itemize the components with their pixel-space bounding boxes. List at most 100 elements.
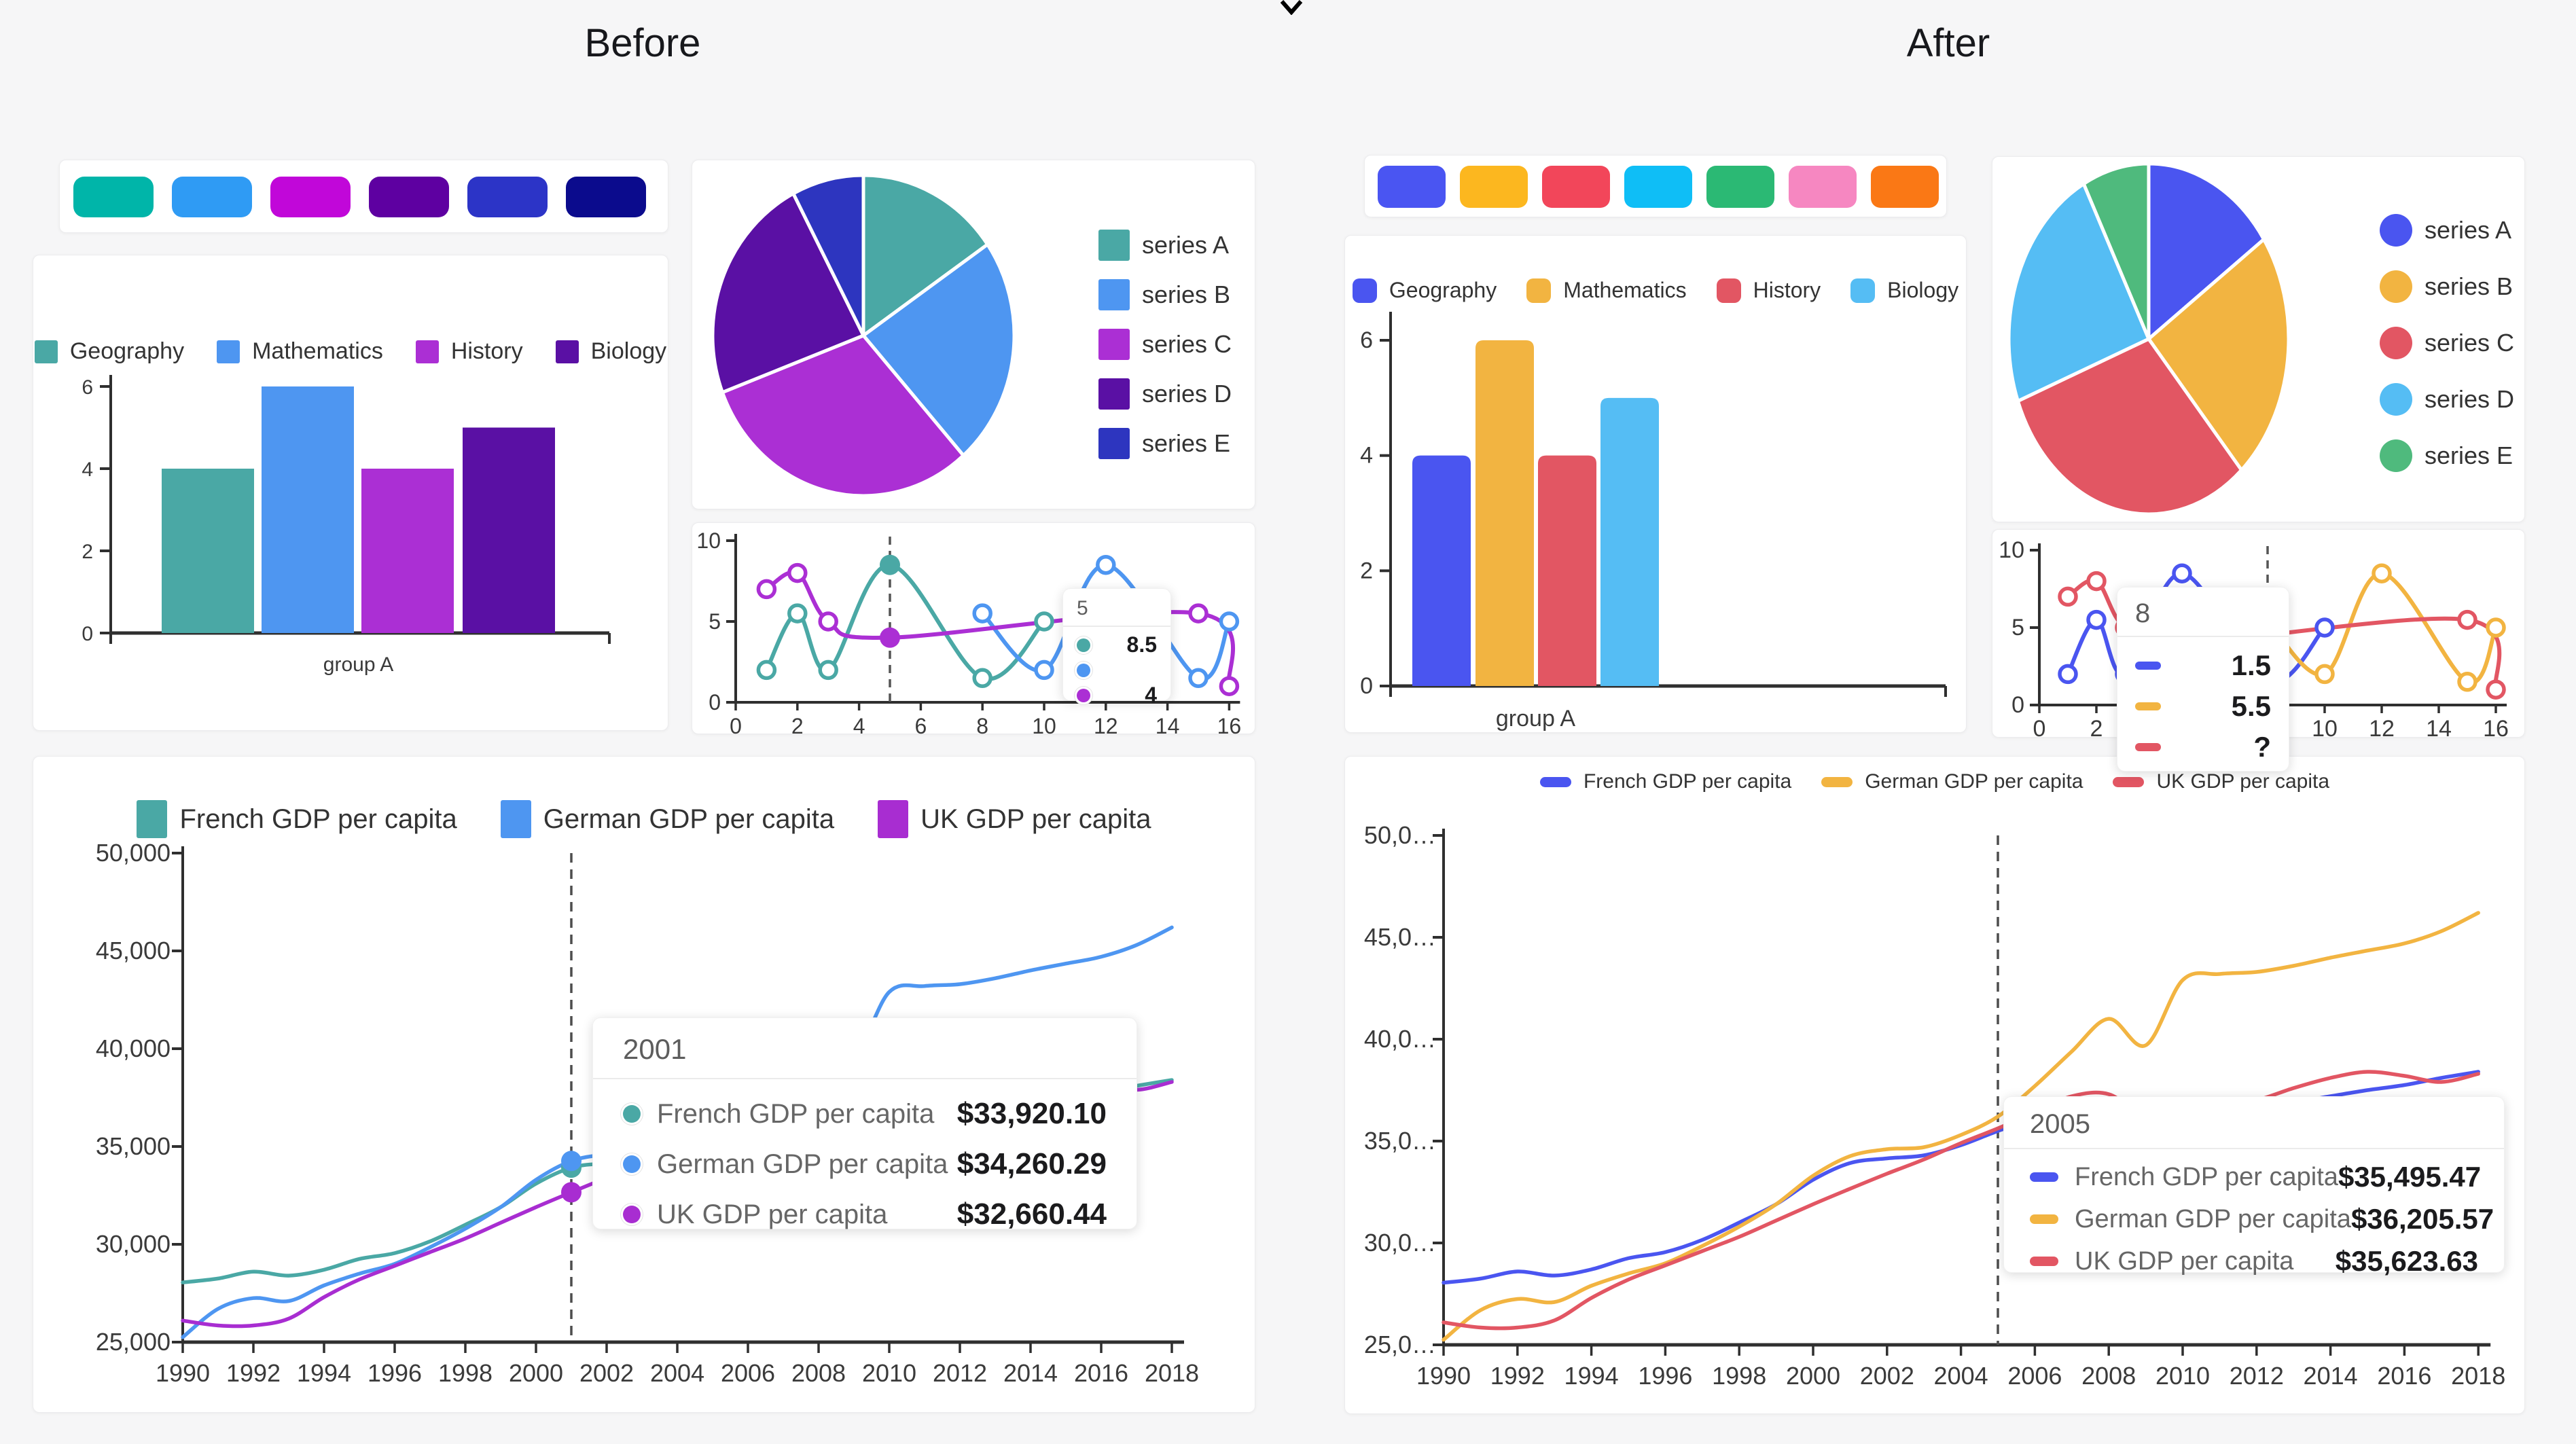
legend-item-uk-gdp-per-capita[interactable]: UK GDP per capita bbox=[2113, 770, 2329, 793]
data-point[interactable] bbox=[2457, 609, 2477, 630]
pie-chart-canvas[interactable] bbox=[692, 160, 1256, 510]
x-tick-label: 8 bbox=[976, 714, 988, 735]
legend-item-mathematics[interactable]: Mathematics bbox=[1526, 278, 1687, 303]
data-point[interactable] bbox=[2372, 563, 2392, 583]
data-point[interactable] bbox=[756, 660, 777, 681]
bar-history[interactable] bbox=[1538, 455, 1596, 686]
pie-slice-series-C[interactable] bbox=[2016, 337, 2244, 516]
pie-slice-series-A[interactable] bbox=[2147, 162, 2266, 341]
bar-geography[interactable] bbox=[1412, 455, 1471, 686]
swatch-icon bbox=[1716, 278, 1741, 303]
pie-slice-series-C[interactable] bbox=[720, 333, 965, 498]
bar-mathematics[interactable] bbox=[1475, 340, 1534, 686]
legend-item-german-gdp-per-capita[interactable]: German GDP per capita bbox=[1821, 770, 2083, 793]
x-tick-label: 2010 bbox=[862, 1359, 916, 1387]
data-point[interactable] bbox=[2058, 586, 2078, 607]
data-point[interactable] bbox=[1219, 611, 1240, 632]
x-tick-label: 2012 bbox=[2230, 1362, 2284, 1390]
legend-item-series-B[interactable]: series B bbox=[1098, 279, 1232, 310]
pie-slice-series-B[interactable] bbox=[861, 242, 1016, 458]
data-point[interactable] bbox=[1096, 554, 1116, 575]
legend-item-series-C[interactable]: series C bbox=[2380, 327, 2514, 359]
legend-item-series-E[interactable]: series E bbox=[1098, 428, 1232, 459]
legend-item-mathematics[interactable]: Mathematics bbox=[217, 338, 383, 365]
bar-chart-canvas[interactable]: 0 2 4 6 group A bbox=[1345, 236, 1967, 734]
data-point[interactable] bbox=[2314, 617, 2335, 638]
data-point[interactable] bbox=[756, 579, 777, 600]
legend-item-french-gdp-per-capita[interactable]: French GDP per capita bbox=[1539, 770, 1791, 793]
data-point[interactable] bbox=[1188, 603, 1209, 624]
legend-item-geography[interactable]: Geography bbox=[1352, 278, 1497, 303]
legend-item-french-gdp-per-capita[interactable]: French GDP per capita bbox=[137, 800, 457, 838]
data-point[interactable] bbox=[787, 562, 808, 583]
after-bar-chart[interactable]: 0 2 4 6 group A Geography Mathematics History Bi… bbox=[1345, 236, 1966, 732]
legend-item-history[interactable]: History bbox=[1716, 278, 1821, 303]
y-tick-label: 50,0… bbox=[1364, 821, 1436, 849]
data-point[interactable] bbox=[972, 668, 992, 689]
data-point[interactable] bbox=[972, 603, 992, 624]
pie-slice-series-E[interactable] bbox=[2081, 162, 2151, 341]
data-point[interactable] bbox=[787, 603, 808, 624]
after-line-chart[interactable]: 0510024681012141681.55.5? bbox=[1992, 530, 2524, 772]
data-point[interactable] bbox=[2314, 664, 2335, 685]
pie-slice-series-B[interactable] bbox=[2147, 237, 2291, 472]
data-point[interactable] bbox=[1034, 611, 1054, 632]
pie-slice-series-D[interactable] bbox=[2007, 182, 2151, 403]
bar-history[interactable] bbox=[361, 469, 454, 633]
before-line-chart[interactable]: 0 5 10 0 2 4 6 8 10 12 14 16 5 8.5 4 bbox=[692, 523, 1256, 735]
y-tick-label: 45,0… bbox=[1364, 923, 1436, 951]
data-point[interactable] bbox=[2086, 609, 2107, 630]
pie-slice-series-D[interactable] bbox=[711, 192, 865, 395]
after-gdp-chart[interactable]: 25,0… 30,0… 35,0… 40,0… 45,0… 50,0… 1990 1992 19… bbox=[1345, 757, 2524, 1413]
bar-biology[interactable] bbox=[1600, 397, 1659, 686]
line-chart-canvas[interactable]: 0 5 10 0 2 4 6 8 10 12 14 16 bbox=[692, 523, 1256, 735]
data-point-emphasis[interactable] bbox=[880, 554, 900, 575]
bar-biology[interactable] bbox=[463, 427, 555, 634]
before-gdp-chart[interactable]: 25,000 30,000 35,000 40,000 45,000 50,000 1990… bbox=[33, 757, 1255, 1412]
legend-item-biology[interactable]: Biology bbox=[555, 338, 666, 365]
pie-slice-series-A[interactable] bbox=[861, 173, 990, 338]
pie-chart-canvas[interactable] bbox=[1992, 157, 2526, 523]
pie-slice-series-E[interactable] bbox=[791, 173, 865, 338]
data-point[interactable] bbox=[1219, 676, 1240, 696]
legend-item-series-B[interactable]: series B bbox=[2380, 270, 2514, 303]
tooltip-row: German GDP per capita $34,260.29 bbox=[623, 1139, 1107, 1189]
legend-label: series E bbox=[2425, 441, 2514, 469]
legend-item-uk-gdp-per-capita[interactable]: UK GDP per capita bbox=[878, 800, 1151, 838]
legend-item-series-D[interactable]: series D bbox=[1098, 378, 1232, 410]
legend-item-biology[interactable]: Biology bbox=[1850, 278, 1958, 303]
highlighted-data-point[interactable] bbox=[561, 1182, 582, 1203]
x-tick-label: 2016 bbox=[2377, 1362, 2431, 1390]
bar-chart-canvas[interactable]: 0 2 4 6 group A bbox=[33, 255, 669, 732]
data-point[interactable] bbox=[2086, 571, 2107, 592]
bar-mathematics[interactable] bbox=[262, 386, 354, 633]
data-point[interactable] bbox=[1188, 668, 1209, 689]
data-point[interactable] bbox=[2058, 664, 2078, 685]
before-pie-chart[interactable]: series A series B series C series D series E bbox=[692, 160, 1255, 509]
tooltip: 2005 French GDP per capita $35,495.47 Germa… bbox=[2003, 1096, 2505, 1277]
data-point[interactable] bbox=[2486, 617, 2506, 638]
y-tick-label: 35,000 bbox=[96, 1132, 171, 1160]
legend-item-series-D[interactable]: series D bbox=[2380, 383, 2514, 416]
data-point-emphasis[interactable] bbox=[880, 627, 900, 648]
legend-item-geography[interactable]: Geography bbox=[34, 338, 184, 365]
before-bar-chart[interactable]: 0 2 4 6 group A Geography Mathematics History Bi… bbox=[33, 255, 668, 730]
data-point[interactable] bbox=[1034, 660, 1054, 681]
legend-item-german-gdp-per-capita[interactable]: German GDP per capita bbox=[500, 800, 834, 838]
highlighted-data-point[interactable] bbox=[561, 1151, 582, 1172]
x-tick-label: 14 bbox=[1156, 714, 1180, 735]
data-point[interactable] bbox=[2457, 672, 2477, 692]
legend-item-series-A[interactable]: series A bbox=[2380, 214, 2514, 247]
bar-geography[interactable] bbox=[162, 469, 254, 633]
legend-item-series-C[interactable]: series C bbox=[1098, 329, 1232, 360]
after-pie-chart[interactable]: series A series B series C series D series E bbox=[1992, 157, 2524, 522]
legend-item-series-E[interactable]: series E bbox=[2380, 439, 2514, 472]
data-point[interactable] bbox=[818, 611, 838, 632]
tooltip: 8 1.5 5.5? bbox=[2117, 587, 2289, 772]
legend-item-history[interactable]: History bbox=[415, 338, 523, 365]
data-point[interactable] bbox=[818, 660, 838, 681]
legend-item-series-A[interactable]: series A bbox=[1098, 230, 1232, 261]
data-point[interactable] bbox=[2172, 563, 2192, 583]
data-point[interactable] bbox=[2486, 679, 2506, 700]
gdp-chart-canvas[interactable]: 25,0… 30,0… 35,0… 40,0… 45,0… 50,0… 1990 1992 19… bbox=[1345, 757, 2526, 1415]
